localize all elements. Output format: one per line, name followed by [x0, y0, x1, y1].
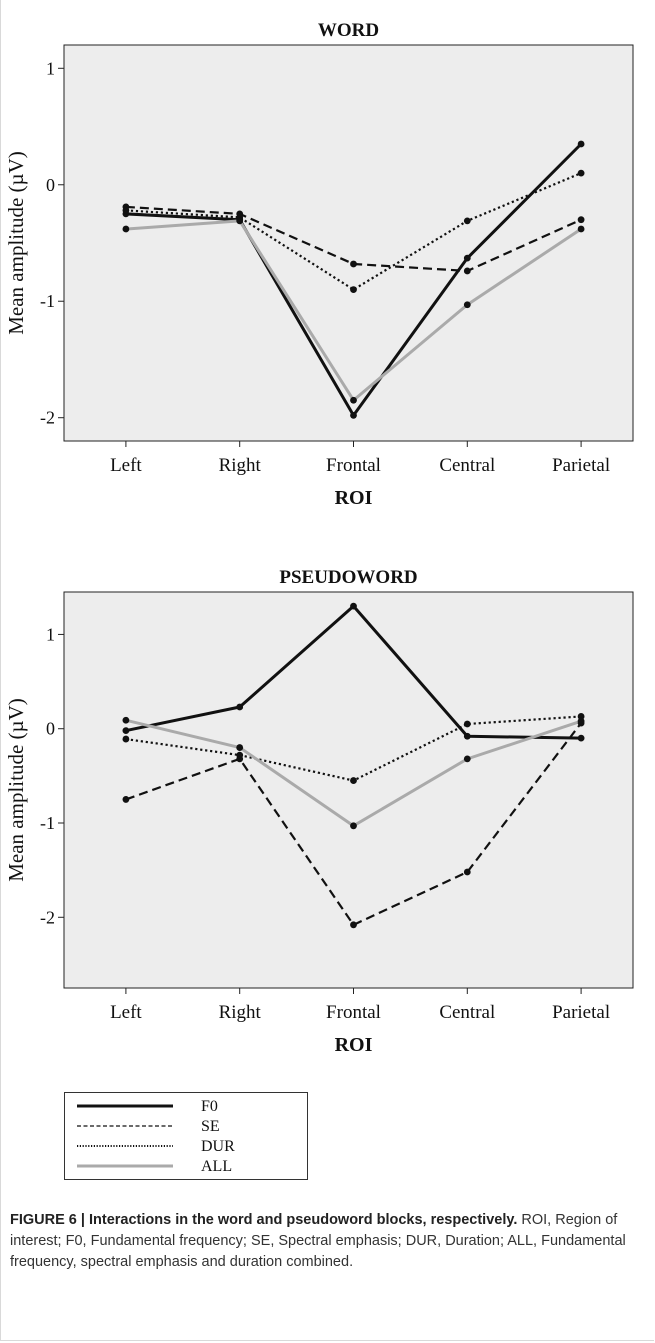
x-tick-label: Right [219, 1002, 262, 1023]
legend: F0 SE DUR ALL [64, 1092, 308, 1180]
point-all [350, 396, 357, 404]
point-all [350, 822, 357, 830]
point-se [122, 796, 130, 803]
x-axis-label: ROI [335, 487, 373, 509]
point-f0 [350, 602, 357, 610]
point-f0 [463, 732, 471, 740]
caption-title: FIGURE 6 | Interactions in the word and … [10, 1212, 518, 1228]
legend-label-dur: DUR [201, 1138, 235, 1155]
x-tick-label: Central [439, 455, 495, 476]
legend-item-se: SE [65, 1118, 307, 1138]
point-f0 [122, 727, 130, 734]
figure-caption: FIGURE 6 | Interactions in the word and … [10, 1210, 640, 1273]
x-tick-label: Frontal [326, 455, 381, 476]
point-dur [463, 720, 471, 728]
point-all [463, 755, 471, 763]
y-tick-label: -1 [40, 813, 55, 833]
point-f0 [236, 703, 244, 711]
legend-item-f0: F0 [65, 1098, 307, 1118]
y-tick-label: -2 [40, 907, 55, 927]
x-tick-label: Left [110, 455, 142, 476]
point-all [577, 717, 585, 725]
point-se [463, 868, 471, 876]
y-tick-label: 1 [46, 58, 55, 78]
point-se [577, 216, 585, 224]
y-axis-label: Mean amplitude (µV) [4, 698, 28, 882]
legend-swatch-f0 [77, 1104, 173, 1108]
point-f0 [350, 411, 357, 419]
y-tick-label: 0 [46, 175, 55, 195]
x-tick-label: Central [439, 1002, 495, 1023]
point-all [236, 744, 244, 751]
pseudoword-chart: PSEUDOWORD 1 0 -1 -2 Left Right Frontal Central P… [4, 567, 634, 1056]
point-dur [577, 169, 585, 177]
x-axis-label: ROI [335, 1034, 373, 1056]
legend-label-se: SE [201, 1118, 220, 1135]
point-dur [577, 713, 585, 720]
y-tick-label: -2 [40, 408, 55, 428]
legend-swatch-dur [77, 1145, 173, 1147]
legend-swatch-se [77, 1125, 173, 1127]
legend-swatch-all [77, 1164, 173, 1168]
point-dur [350, 286, 357, 293]
x-tick-label: Left [110, 1002, 142, 1023]
point-f0 [577, 734, 585, 742]
y-tick-label: -1 [40, 291, 55, 311]
point-dur [463, 217, 471, 225]
point-f0 [577, 140, 585, 148]
point-dur [122, 206, 130, 214]
point-all [236, 217, 244, 225]
point-all [577, 225, 585, 233]
legend-label-f0: F0 [201, 1098, 218, 1115]
x-tick-label: Frontal [326, 1002, 381, 1023]
point-all [122, 225, 130, 233]
series-line-dur [125, 172, 582, 291]
plot-area [63, 591, 634, 989]
point-f0 [463, 254, 471, 262]
point-all [122, 716, 130, 724]
legend-label-all: ALL [201, 1158, 233, 1175]
point-dur [350, 777, 357, 784]
y-tick-label: 0 [46, 719, 55, 739]
x-tick-label: Parietal [552, 455, 610, 476]
chart-title: WORD [318, 20, 379, 41]
x-tick-label: Parietal [552, 1002, 610, 1023]
point-all [463, 301, 471, 309]
point-dur [236, 751, 244, 759]
y-tick-label: 1 [46, 624, 55, 644]
x-tick-label: Right [219, 455, 262, 476]
point-se [463, 267, 471, 275]
legend-item-dur: DUR [65, 1138, 307, 1158]
point-dur [122, 735, 130, 743]
point-se [350, 260, 357, 268]
point-se [350, 921, 357, 929]
legend-item-all: ALL [65, 1158, 307, 1178]
caption-text: ROI, Region of interest; F0, Fundamental… [10, 1212, 626, 1270]
plot-area [63, 44, 634, 442]
chart-title: PSEUDOWORD [279, 567, 417, 588]
word-chart: WORD 1 0 -1 -2 Left Right Frontal Central Parieta… [4, 20, 634, 509]
y-axis-label: Mean amplitude (µV) [4, 151, 28, 335]
